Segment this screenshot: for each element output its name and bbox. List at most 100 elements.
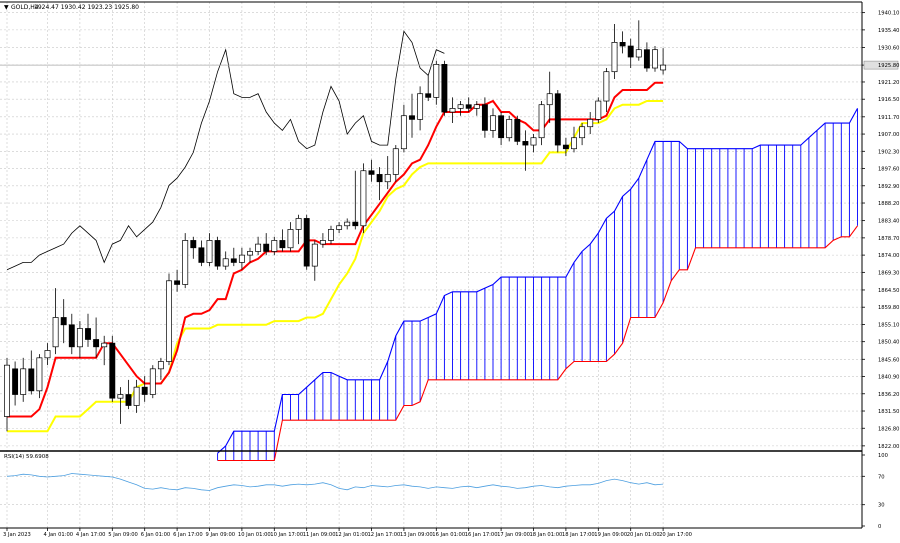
chart-ohlc: 1924.47 1930.42 1923.23 1925.80	[34, 4, 139, 11]
price-tick-label: 1888.20	[878, 201, 899, 207]
price-tick-label: 1855.10	[878, 322, 899, 328]
candle-body	[457, 104, 464, 109]
rsi-tick-label: 0	[878, 524, 881, 530]
time-tick-label: 11 Jan 09:00	[303, 532, 336, 538]
chart-symbol: GOLD,H4	[11, 4, 39, 11]
price-tick-label: 1878.70	[878, 236, 899, 242]
time-tick-label: 10 Jan 17:00	[270, 532, 303, 538]
time-tick-label: 3 Jan 2023	[3, 532, 31, 538]
candle-body	[400, 115, 407, 150]
time-tick-label: 12 Jan 01:00	[335, 532, 368, 538]
candle-body	[311, 243, 318, 267]
candle-body	[157, 361, 164, 370]
price-tick-label: 1925.80	[878, 63, 899, 69]
candle-body	[603, 71, 610, 102]
price-tick-label: 1874.00	[878, 253, 899, 259]
candle-body	[449, 108, 456, 113]
time-tick-label: 16 Jan 17:00	[465, 532, 498, 538]
candle-body	[506, 119, 513, 139]
candle-body	[52, 317, 59, 348]
time-tick-label: 4 Jan 17:00	[76, 532, 106, 538]
candle-body	[149, 368, 156, 395]
candle-body	[368, 170, 375, 175]
candle-body	[182, 240, 189, 285]
time-tick-label: 6 Jan 01:00	[141, 532, 171, 538]
price-tick-label: 1840.90	[878, 375, 899, 381]
candle-body	[303, 218, 310, 267]
candle-body	[133, 386, 140, 406]
candle-body	[660, 64, 667, 71]
price-tick-label: 1935.40	[878, 28, 899, 34]
candle-body	[198, 247, 205, 263]
candle-body	[68, 324, 75, 348]
candle-body	[319, 240, 326, 245]
ichimoku-lines	[0, 30, 862, 462]
price-tick-label: 1897.60	[878, 167, 899, 173]
price-tick-label: 1883.40	[878, 219, 899, 225]
senkou-span-a-line	[217, 108, 858, 454]
candle-body	[238, 254, 245, 263]
chart-menu-icon[interactable]: ▼	[4, 4, 9, 11]
price-tick-label: 1930.60	[878, 45, 899, 51]
senkou-span-b-line	[217, 225, 858, 462]
price-tick-label: 1902.30	[878, 149, 899, 155]
candle-body	[579, 126, 586, 139]
candle-body	[481, 104, 488, 131]
price-tick-label: 1845.60	[878, 357, 899, 363]
candle-body	[28, 368, 35, 392]
candle-body	[141, 386, 148, 395]
candle-body	[214, 240, 221, 267]
time-axis: 3 Jan 2023 4 Jan 01:00 4 Jan 17:00 5 Jan 09…	[3, 528, 692, 538]
candle-body	[4, 364, 10, 417]
candle-body	[498, 115, 505, 139]
candle-body	[376, 174, 383, 183]
candle-body	[538, 104, 545, 139]
candle-body	[101, 342, 108, 348]
candle-body	[247, 251, 253, 256]
candle-body	[384, 174, 391, 183]
time-tick-label: 17 Jan 09:00	[497, 532, 530, 538]
time-tick-label: 6 Jan 17:00	[173, 532, 203, 538]
price-tick-label: 1822.00	[878, 444, 899, 450]
time-tick-label: 9 Jan 09:00	[206, 532, 236, 538]
candle-body	[117, 394, 124, 399]
candle-body	[295, 218, 302, 230]
tenkan-sen-line	[7, 81, 664, 418]
candle-body	[109, 342, 116, 399]
candle-body	[336, 225, 343, 230]
rsi-indicator	[6, 473, 664, 491]
price-tick-label: 1940.10	[878, 11, 899, 17]
price-tick-label: 1831.50	[878, 409, 899, 415]
price-tick-label: 1850.40	[878, 340, 899, 346]
price-tick-label: 1826.80	[878, 426, 899, 432]
candle-body	[514, 119, 521, 142]
candle-body	[635, 49, 642, 58]
candle-body	[222, 258, 229, 267]
candle-body	[571, 137, 577, 150]
candle-body	[344, 221, 351, 227]
candle-body	[12, 368, 19, 395]
candle-body	[44, 350, 51, 359]
rsi-tick-label: 100	[878, 453, 888, 459]
candle-body	[595, 100, 602, 120]
candle-body	[465, 104, 472, 109]
candle-body	[619, 42, 626, 47]
candle-body	[85, 328, 91, 340]
time-tick-label: 16 Jan 01:00	[432, 532, 465, 538]
candle-body	[360, 170, 367, 227]
candle-body	[206, 240, 213, 263]
candle-body	[166, 280, 172, 362]
candlesticks	[4, 20, 667, 432]
rsi-line	[6, 473, 664, 491]
candle-body	[652, 49, 658, 69]
candle-body	[287, 229, 294, 249]
chikou-span-line	[6, 30, 445, 271]
candle-body	[611, 42, 618, 73]
current-price-badge	[863, 60, 899, 70]
candle-body	[174, 280, 181, 285]
candle-body	[352, 221, 359, 227]
candle-body	[643, 49, 650, 69]
candle-body	[425, 93, 432, 98]
price-tick-label: 1864.50	[878, 288, 899, 294]
ichimoku-cloud	[217, 108, 858, 461]
